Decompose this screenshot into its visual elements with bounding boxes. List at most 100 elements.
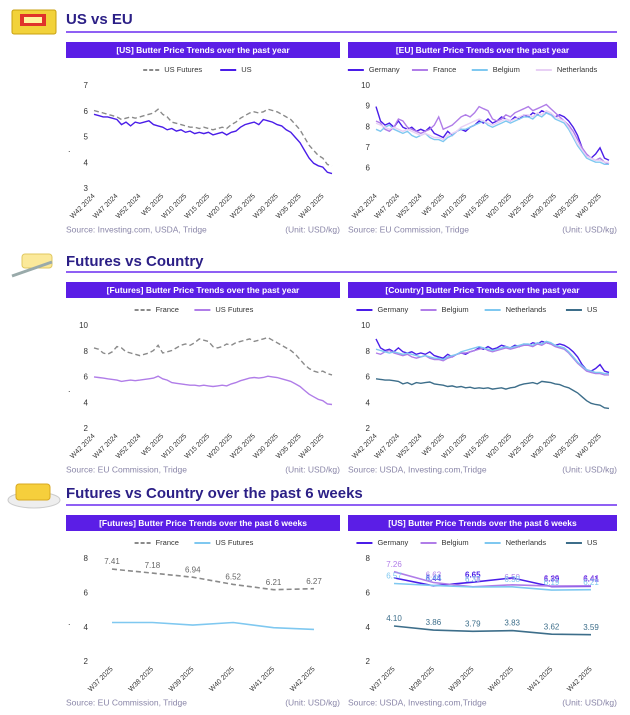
data-label: 3.86 — [426, 618, 442, 627]
section-heading: Futures vs Country — [66, 253, 204, 270]
x-tick-label: W42 2025 — [566, 666, 594, 694]
chart-title-bar — [348, 282, 617, 298]
x-tick-label: W41 2025 — [249, 666, 277, 694]
source: Source: USDA, Investing.com,Tridge — [348, 464, 487, 474]
legend-label: US — [587, 305, 597, 314]
chart-title: [EU] Butter Price Trends over the past y… — [396, 45, 570, 55]
y-tick-label: 2 — [366, 424, 371, 433]
legend-label: France — [156, 305, 179, 314]
series-line — [93, 113, 333, 175]
series-line — [375, 341, 609, 376]
legend-label: US Futures — [215, 305, 253, 314]
y-tick-label: 7 — [84, 81, 89, 90]
x-tick-label: W40 2025 — [208, 666, 236, 694]
legend-label: Belgium — [442, 305, 469, 314]
data-label: 6.94 — [185, 565, 201, 574]
data-label: 6.27 — [306, 577, 322, 586]
y-tick-label: 4 — [84, 158, 89, 167]
legend-label: France — [156, 538, 179, 547]
x-tick-label: W37 2025 — [369, 666, 397, 694]
y-tick-label: 6 — [366, 373, 371, 382]
series-line — [375, 103, 610, 165]
series-line — [393, 625, 592, 636]
series-line — [93, 336, 333, 376]
y-tick-label: 7 — [366, 143, 371, 152]
y-tick-label: 10 — [361, 321, 370, 330]
source: Source: EU Commission, Tridge — [348, 224, 469, 234]
butter-knife-icon — [11, 253, 53, 278]
unit: (Unit: USD/kg) — [285, 224, 340, 234]
chart-title: [US] Butter Price Trends over the past y… — [116, 45, 290, 55]
unit: (Unit: USD/kg) — [285, 697, 340, 707]
series-line — [375, 378, 610, 410]
x-tick-label: W41 2025 — [527, 666, 555, 694]
y-tick-label: 10 — [361, 81, 370, 90]
data-label: 6.39 — [544, 575, 560, 584]
chart-title-bar — [66, 515, 340, 531]
y-tick-label: 8 — [84, 554, 89, 563]
chart-title-bar — [66, 282, 340, 298]
legend-label: Germany — [377, 538, 408, 547]
data-label: 3.59 — [583, 623, 599, 632]
data-label: 6.65 — [465, 570, 481, 579]
x-tick-label: W37 2025 — [87, 666, 115, 694]
series-line — [93, 375, 333, 406]
y-tick-label: 3 — [84, 184, 89, 193]
x-tick-label: W52 2024 — [115, 433, 143, 461]
data-label: 3.79 — [465, 619, 481, 628]
data-label: 6.46 — [426, 574, 442, 583]
section-heading: US vs EU — [66, 11, 133, 28]
unit: (Unit: USD/kg) — [562, 697, 617, 707]
data-label: 6.38 — [504, 575, 520, 584]
butter-dish-icon — [7, 483, 61, 509]
source: Source: EU Commission, Tridge — [66, 464, 187, 474]
source: Source: USDA, Investing.com,Tridge — [348, 697, 487, 707]
data-label: 6.57 — [386, 572, 402, 581]
y-tick-label: 8 — [84, 347, 89, 356]
data-label: 7.41 — [104, 557, 120, 566]
y-tick-label: 6 — [366, 164, 371, 173]
series-line — [375, 111, 609, 165]
section-heading: Futures vs Country over the past 6 weeks — [66, 485, 363, 502]
legend-label: France — [433, 65, 456, 74]
x-tick-label: W42 2025 — [289, 666, 317, 694]
legend-label: Belgium — [442, 538, 469, 547]
x-tick-label: W40 2025 — [487, 666, 515, 694]
unit: (Unit: USD/kg) — [285, 464, 340, 474]
series-line — [393, 570, 592, 588]
series-line — [112, 621, 315, 631]
series-line — [375, 109, 609, 163]
data-label: 6.38 — [465, 575, 481, 584]
y-axis-label: . — [68, 144, 71, 154]
data-label: 6.37 — [465, 575, 481, 584]
legend-label: US — [587, 538, 597, 547]
y-tick-label: 2 — [84, 424, 89, 433]
y-tick-label: 8 — [366, 554, 371, 563]
y-tick-label: 6 — [84, 107, 89, 116]
data-label: 6.52 — [225, 573, 241, 582]
data-label: 6.44 — [583, 574, 599, 583]
x-tick-label: W40 2025 — [298, 193, 326, 221]
data-label: 6.50 — [504, 573, 520, 582]
chart-title-bar — [348, 515, 617, 531]
y-tick-label: 4 — [366, 398, 371, 407]
source: Source: Investing.com, USDA, Tridge — [66, 224, 207, 234]
chart-title-bar — [348, 42, 617, 58]
y-tick-label: 4 — [84, 398, 89, 407]
data-label: 6.19 — [544, 578, 560, 587]
x-tick-label: W39 2025 — [168, 666, 196, 694]
data-label: 6.21 — [583, 578, 599, 587]
y-tick-label: 6 — [84, 373, 89, 382]
data-label: 6.44 — [426, 574, 442, 583]
x-tick-label: W40 2025 — [298, 433, 326, 461]
y-tick-label: 9 — [366, 102, 371, 111]
butter-icon — [11, 9, 57, 35]
chart-title: [Futures] Butter Price Trends over the p… — [99, 518, 307, 528]
x-tick-label: W38 2025 — [128, 666, 156, 694]
data-label: 7.18 — [145, 561, 161, 570]
legend-label: US Futures — [164, 65, 202, 74]
y-tick-label: 8 — [366, 122, 371, 131]
legend-label: Netherlands — [506, 538, 547, 547]
y-tick-label: 2 — [366, 657, 371, 666]
legend-label: Netherlands — [557, 65, 598, 74]
